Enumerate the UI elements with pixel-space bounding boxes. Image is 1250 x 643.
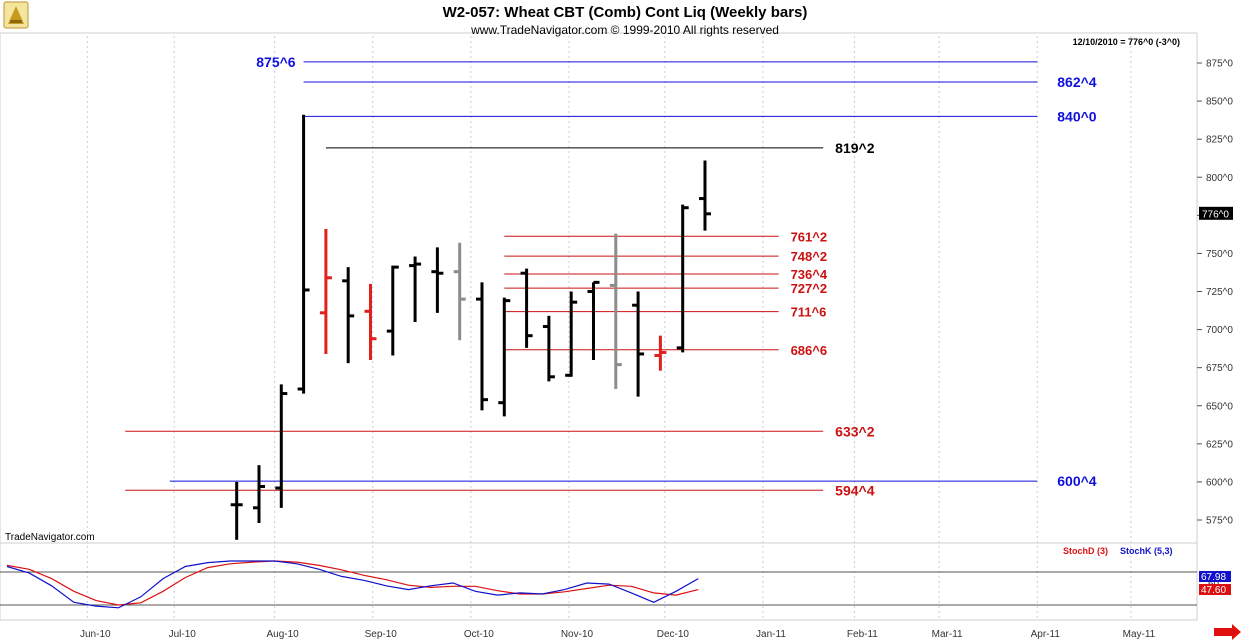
copyright-text: www.TradeNavigator.com © 1999-2010 All r… xyxy=(470,23,779,37)
ohlc-bar xyxy=(565,291,578,377)
time-axis: Jun-10 Jul-10 Aug-10 Sep-10 Oct-10 Nov-10 Dec-… xyxy=(80,629,1156,640)
y-tick-label: 575^0 xyxy=(1206,516,1233,527)
chart-title: W2-057: Wheat CBT (Comb) Cont Liq (Weekl… xyxy=(443,4,808,21)
stoch-panel-frame xyxy=(0,542,1198,621)
level-label: 819^2 xyxy=(835,140,875,156)
ohlc-bar xyxy=(520,268,533,348)
x-tick-label: Apr-11 xyxy=(1031,629,1061,640)
y-tick-label: 650^0 xyxy=(1206,401,1233,412)
x-tick-label: Oct-10 xyxy=(464,629,494,640)
stochD-value-label: 47.60 xyxy=(1201,585,1226,596)
ohlc-bar xyxy=(386,265,399,356)
ohlc-bar xyxy=(252,465,265,524)
ohlc-bar xyxy=(587,280,600,361)
level-label: 875^6 xyxy=(256,54,296,70)
ohlc-bar xyxy=(498,297,511,417)
level-label: 633^2 xyxy=(835,423,875,439)
level-label: 748^2 xyxy=(791,249,828,264)
stochK-value-label: 67.98 xyxy=(1201,572,1226,583)
x-tick-label: May-11 xyxy=(1123,629,1156,640)
level-label: 736^4 xyxy=(791,267,828,282)
ohlc-bar xyxy=(297,114,310,394)
watermark-text: TradeNavigator.com xyxy=(5,532,95,543)
price-axis: 575^0 600^0 625^0 650^0 675^0 700^0 725^0 750^0… xyxy=(1197,59,1233,527)
ohlc-bar xyxy=(431,247,444,313)
y-tick-label: 850^0 xyxy=(1206,97,1233,108)
x-tick-label: Dec-10 xyxy=(657,629,690,640)
ohlc-bar xyxy=(275,384,288,508)
last-price-tag xyxy=(1199,206,1233,220)
last-quote-text: 12/10/2010 = 776^0 (-3^0) xyxy=(1073,37,1180,47)
level-label: 761^2 xyxy=(791,229,828,244)
ohlc-bar xyxy=(342,267,355,364)
ohlc-bar xyxy=(609,233,622,389)
stochD-line xyxy=(6,560,699,606)
stochD-value-tag xyxy=(1199,584,1231,595)
scroll-right-arrow-icon[interactable] xyxy=(1214,624,1241,640)
x-tick-label: Sep-10 xyxy=(365,629,398,640)
y-tick-label: 750^0 xyxy=(1206,249,1233,260)
y-tick-label: 600^0 xyxy=(1206,477,1233,488)
ohlc-bar xyxy=(542,315,555,382)
level-label: 594^4 xyxy=(835,482,875,498)
ohlc-bar xyxy=(453,242,466,341)
ohlc-bar xyxy=(364,283,377,361)
stochK-value-tag xyxy=(1199,571,1231,582)
y-tick-label: 625^0 xyxy=(1206,439,1233,450)
x-tick-label: Feb-11 xyxy=(847,629,878,640)
x-tick-label: Nov-10 xyxy=(561,629,594,640)
price-levels: 875^6 862^4 840^0 819^2 761^2 748^2 736^4727^2… xyxy=(125,54,1097,498)
y-tick-label: 675^0 xyxy=(1206,363,1233,374)
ohlc-bar xyxy=(409,256,422,322)
x-tick-label: Aug-10 xyxy=(266,629,299,640)
ohlc-bar xyxy=(676,204,689,353)
x-tick-label: Jan-11 xyxy=(756,629,786,640)
ohlc-bar xyxy=(319,229,332,354)
y-tick-label: 725^0 xyxy=(1206,287,1233,298)
last-price-label: 776^0 xyxy=(1202,209,1229,220)
level-label: 727^2 xyxy=(791,281,828,296)
ohlc-bar xyxy=(654,335,667,371)
y-tick-label: 875^0 xyxy=(1206,59,1233,70)
stochK-line xyxy=(6,560,699,609)
level-label: 600^4 xyxy=(1057,473,1097,489)
level-label: 840^0 xyxy=(1057,108,1097,124)
ohlc-bar xyxy=(475,282,488,411)
ohlc-bar xyxy=(698,160,711,231)
x-tick-label: Mar-11 xyxy=(932,629,963,640)
logo-icon xyxy=(3,1,29,29)
legend-stochD: StochD (3) xyxy=(1063,546,1108,556)
y-tick-label: 825^0 xyxy=(1206,135,1233,146)
price-bars xyxy=(230,114,711,540)
level-label: 686^6 xyxy=(791,343,828,358)
grid-lines xyxy=(86,36,1132,620)
y-tick-label: 700^0 xyxy=(1206,325,1233,336)
legend-stochK: StochK (5,3) xyxy=(1120,546,1173,556)
level-label: 862^4 xyxy=(1057,74,1097,90)
level-label: 711^6 xyxy=(791,305,827,320)
ohlc-bar xyxy=(632,291,645,397)
ohlc-bar xyxy=(230,481,243,540)
y-tick-label: 800^0 xyxy=(1206,173,1233,184)
x-tick-label: Jul-10 xyxy=(169,629,197,640)
x-tick-label: Jun-10 xyxy=(80,629,111,640)
